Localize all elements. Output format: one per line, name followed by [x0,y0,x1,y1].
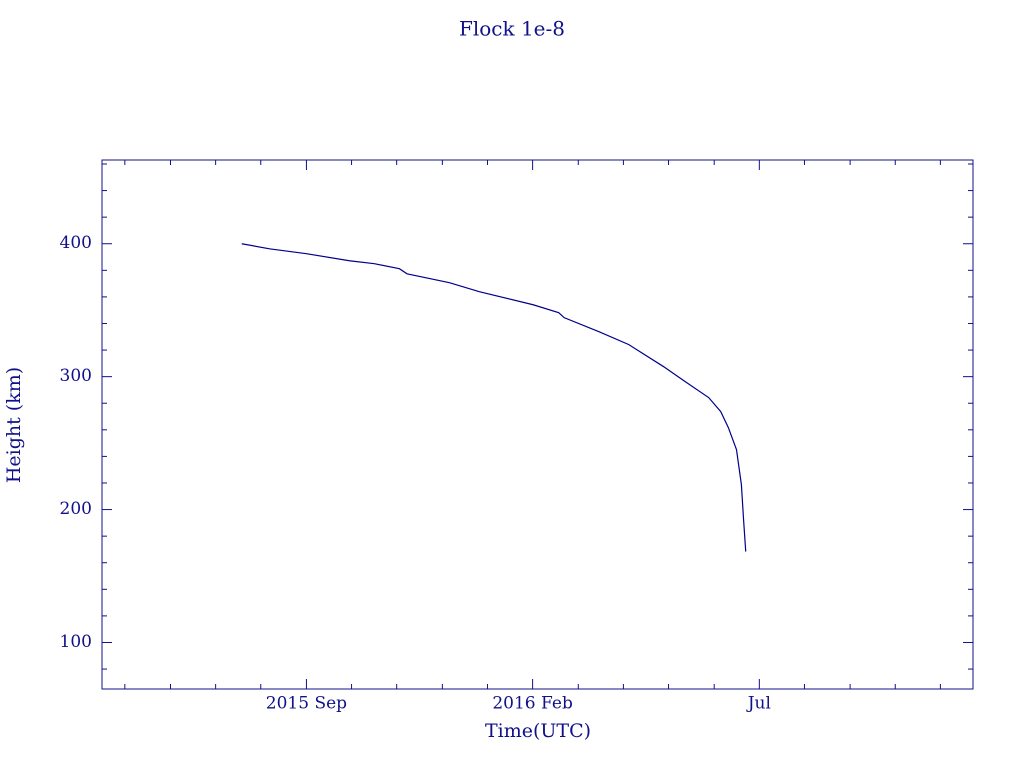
y-tick-label: 100 [60,632,92,652]
chart-title: Flock 1e-8 [459,17,565,41]
y-tick-label: 400 [60,233,92,253]
y-axis-label: Height (km) [3,367,25,483]
x-tick-label: 2016 Feb [492,694,573,714]
x-axis-label: Time(UTC) [485,720,591,742]
plot-frame [101,159,974,690]
x-tick-label: Jul [746,694,771,714]
x-tick-label: 2015 Sep [266,694,347,714]
data-line [241,243,747,552]
y-tick-label: 200 [60,499,92,519]
y-tick-label: 300 [60,366,92,386]
